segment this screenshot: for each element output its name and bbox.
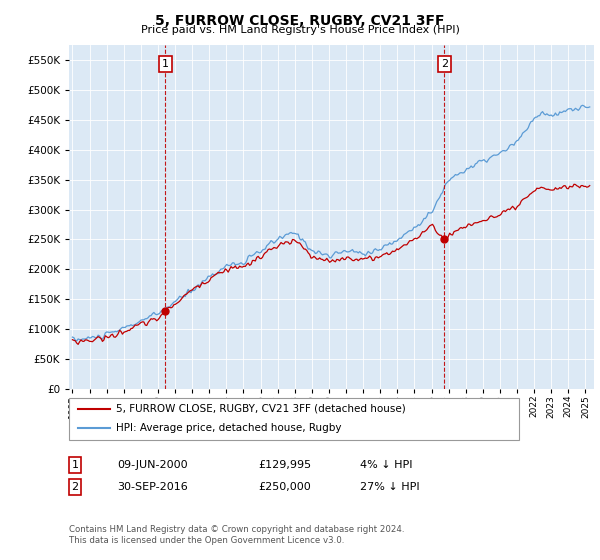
Text: 5, FURROW CLOSE, RUGBY, CV21 3FF (detached house): 5, FURROW CLOSE, RUGBY, CV21 3FF (detach… [116,404,406,414]
Text: 27% ↓ HPI: 27% ↓ HPI [360,482,419,492]
Text: 1: 1 [71,460,79,470]
Text: £129,995: £129,995 [258,460,311,470]
Text: HPI: Average price, detached house, Rugby: HPI: Average price, detached house, Rugb… [116,423,342,433]
Text: 2: 2 [441,59,448,69]
Text: £250,000: £250,000 [258,482,311,492]
Text: Contains HM Land Registry data © Crown copyright and database right 2024.
This d: Contains HM Land Registry data © Crown c… [69,525,404,545]
Text: 5, FURROW CLOSE, RUGBY, CV21 3FF: 5, FURROW CLOSE, RUGBY, CV21 3FF [155,14,445,28]
Text: 1: 1 [162,59,169,69]
Text: 2: 2 [71,482,79,492]
Text: Price paid vs. HM Land Registry's House Price Index (HPI): Price paid vs. HM Land Registry's House … [140,25,460,35]
Text: 4% ↓ HPI: 4% ↓ HPI [360,460,413,470]
Text: 30-SEP-2016: 30-SEP-2016 [117,482,188,492]
Text: 09-JUN-2000: 09-JUN-2000 [117,460,188,470]
